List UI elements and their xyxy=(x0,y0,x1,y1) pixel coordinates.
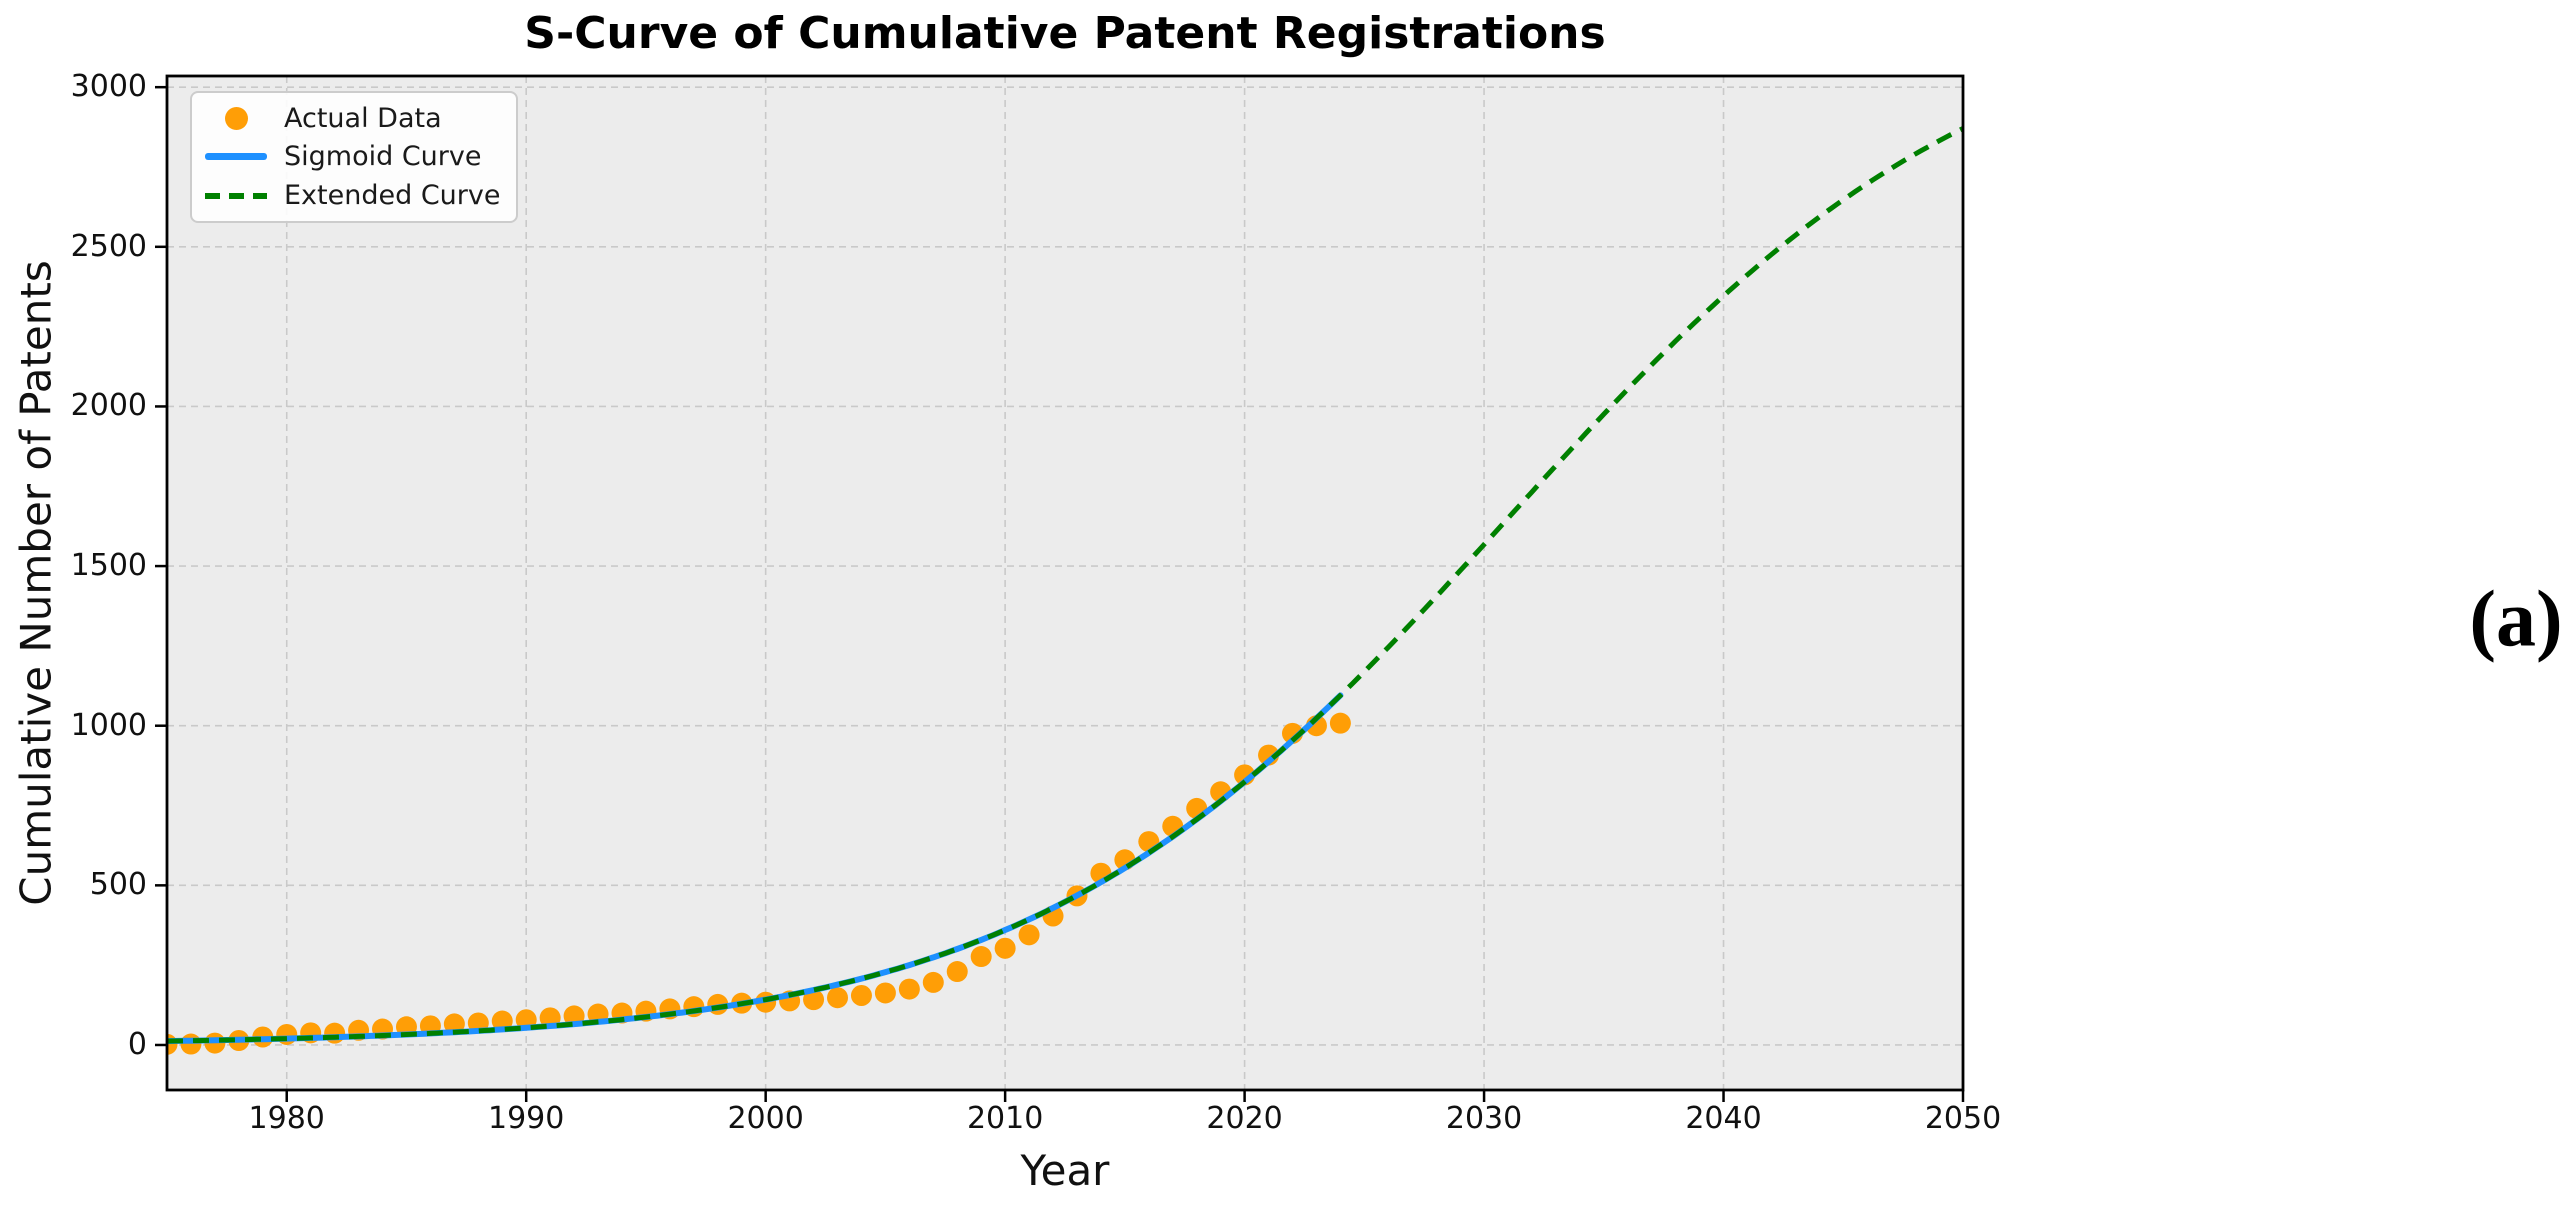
x-tick-label: 2010 xyxy=(966,1101,1044,1136)
legend-label: Actual Data xyxy=(284,102,442,134)
x-tick-label: 2040 xyxy=(1685,1101,1762,1136)
legend-label: Sigmoid Curve xyxy=(284,141,482,173)
x-tick-label: 1980 xyxy=(248,1101,325,1136)
x-tick-label: 2020 xyxy=(1206,1101,1283,1136)
y-tick-label: 2500 xyxy=(70,228,147,264)
x-tick-label: 2030 xyxy=(1445,1101,1523,1136)
legend-item-actual-data: Actual Data xyxy=(202,103,506,134)
y-tick-label: 1000 xyxy=(70,707,147,743)
x-tick-label: 2000 xyxy=(727,1101,804,1136)
solid-line-icon xyxy=(202,153,270,161)
legend: Actual Data Sigmoid Curve Extended Curve xyxy=(190,91,518,223)
legend-item-sigmoid-curve: Sigmoid Curve xyxy=(202,141,506,172)
legend-item-extended-curve: Extended Curve xyxy=(202,180,506,211)
chart-title: S-Curve of Cumulative Patent Registratio… xyxy=(524,8,1606,59)
x-tick-label: 2050 xyxy=(1924,1101,2002,1136)
panel-letter: (a) xyxy=(2469,575,2563,664)
y-tick-label: 0 xyxy=(127,1026,147,1062)
y-tick-label: 2000 xyxy=(70,388,147,424)
scatter-marker-icon xyxy=(202,106,270,130)
x-tick-label: 1990 xyxy=(488,1101,565,1136)
x-axis-label: Year xyxy=(1020,1146,1110,1195)
legend-label: Extended Curve xyxy=(284,180,501,212)
y-tick-label: 3000 xyxy=(70,69,147,105)
dashed-line-icon xyxy=(202,192,270,199)
y-tick-label: 500 xyxy=(89,867,147,903)
y-tick-label: 1500 xyxy=(70,548,147,584)
